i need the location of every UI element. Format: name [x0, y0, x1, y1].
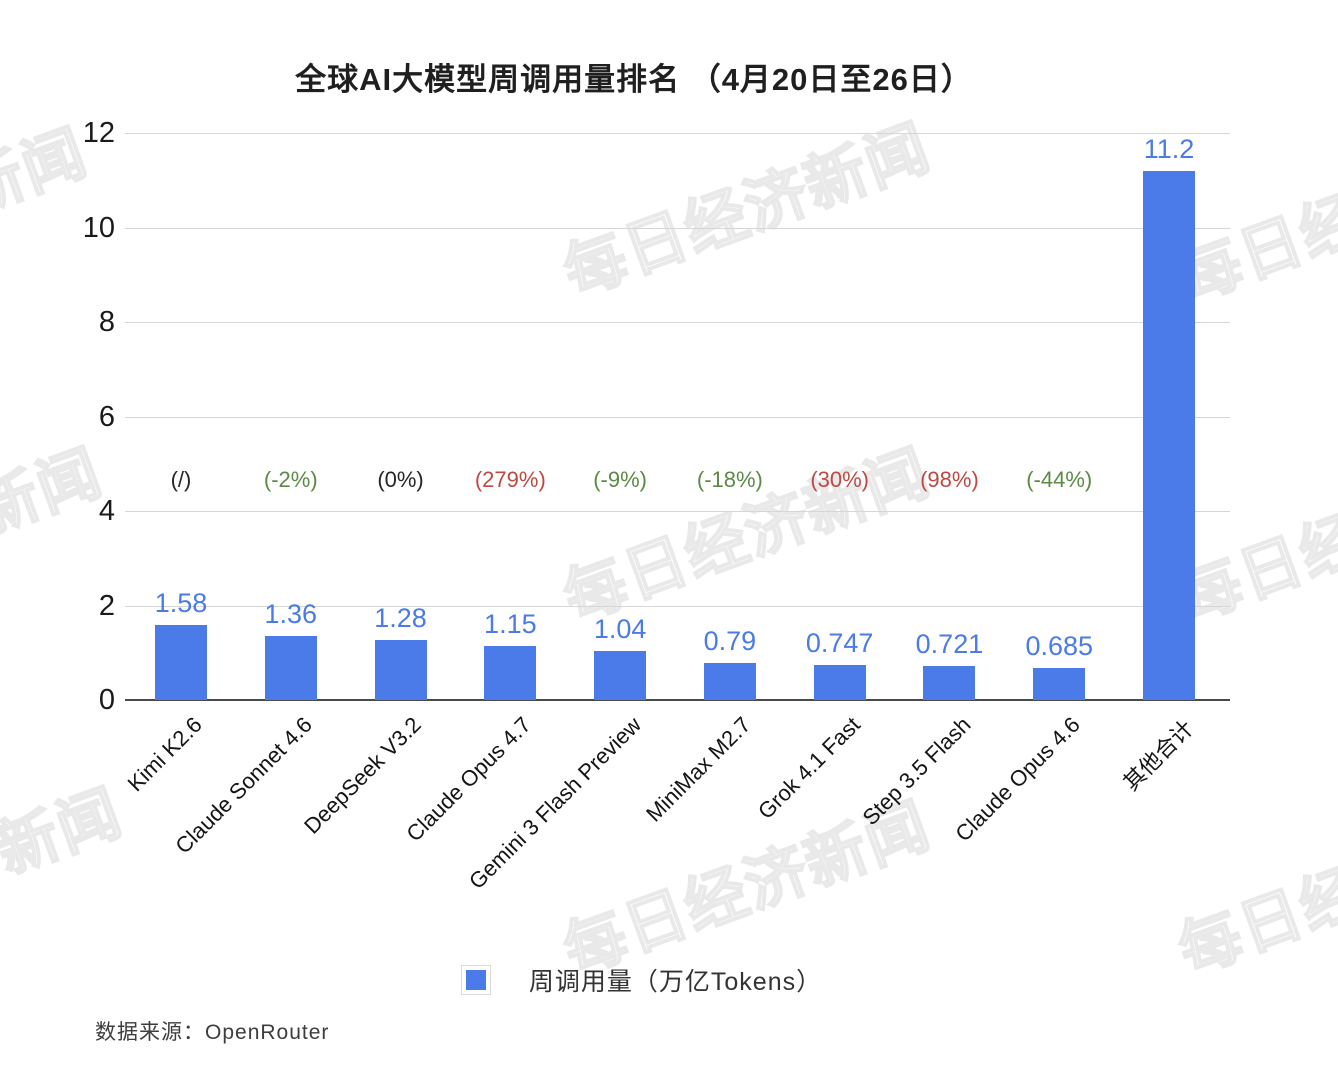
bar [594, 650, 647, 700]
bar [155, 625, 207, 700]
y-tick-label: 4 [98, 495, 115, 527]
pct-change-label: (-2%) [263, 467, 318, 492]
x-axis-label: Kimi K2.6 [122, 712, 207, 797]
gridline [125, 416, 1230, 418]
bar-value-label: 1.28 [374, 602, 427, 633]
gridline [125, 133, 1230, 134]
chart-legend: 周调用量（万亿Tokens） [0, 962, 1283, 998]
bar [813, 664, 866, 700]
bar-value-label: 0.79 [703, 625, 757, 656]
x-axis-label: 其他合计 [1118, 715, 1199, 796]
x-axis-label: DeepSeek V3.2 [299, 712, 427, 839]
legend-label: 周调用量（万亿Tokens） [528, 968, 823, 996]
pct-change-label: (-44%) [1026, 467, 1093, 492]
pct-change-label: (-9%) [593, 467, 647, 492]
gridline [125, 511, 1230, 512]
gridline [125, 227, 1230, 229]
legend-swatch-color [465, 970, 486, 990]
bar-value-label: 0.721 [915, 628, 984, 659]
bar [484, 645, 537, 700]
pct-change-label: (279%) [474, 467, 546, 492]
x-axis-label: Grok 4.1 Fast [753, 712, 866, 824]
bar-value-label: 0.685 [1025, 630, 1094, 661]
pct-change-label: (0%) [377, 467, 424, 492]
chart-title: 全球AI大模型周调用量排名 （4月20日至26日） [295, 62, 973, 97]
bar-value-label: 1.15 [484, 608, 537, 639]
bar-value-label: 11.2 [1143, 133, 1195, 164]
bar [264, 635, 317, 700]
pct-change-label: (30%) [810, 467, 870, 492]
bar-value-label: 0.747 [805, 627, 874, 658]
gridline [125, 605, 1230, 607]
y-tick-label: 8 [98, 306, 115, 338]
bar-value-label: 1.36 [264, 598, 318, 629]
gridline [125, 322, 1230, 323]
bar [703, 662, 756, 700]
pct-change-label: (-18%) [696, 467, 763, 492]
bar [1143, 170, 1196, 700]
y-tick-label: 6 [98, 400, 115, 433]
bar [374, 639, 427, 700]
x-axis-line [125, 699, 1230, 701]
bar [1033, 667, 1086, 700]
y-tick-label: 12 [82, 117, 115, 149]
bar-value-label: 1.04 [593, 613, 647, 644]
y-tick-label: 0 [98, 684, 115, 716]
y-tick-label: 2 [98, 589, 115, 622]
bar [923, 665, 976, 700]
x-axis-label: Step 3.5 Flash [857, 712, 976, 830]
y-tick-label: 10 [82, 211, 115, 244]
x-axis-label: MiniMax M2.7 [641, 712, 756, 827]
data-source-label: 数据来源：OpenRouter [95, 1021, 330, 1044]
bar-value-label: 1.58 [154, 588, 208, 619]
legend-swatch [460, 965, 491, 995]
pct-change-label: (98%) [920, 467, 979, 492]
pct-change-label: (/) [170, 467, 192, 492]
